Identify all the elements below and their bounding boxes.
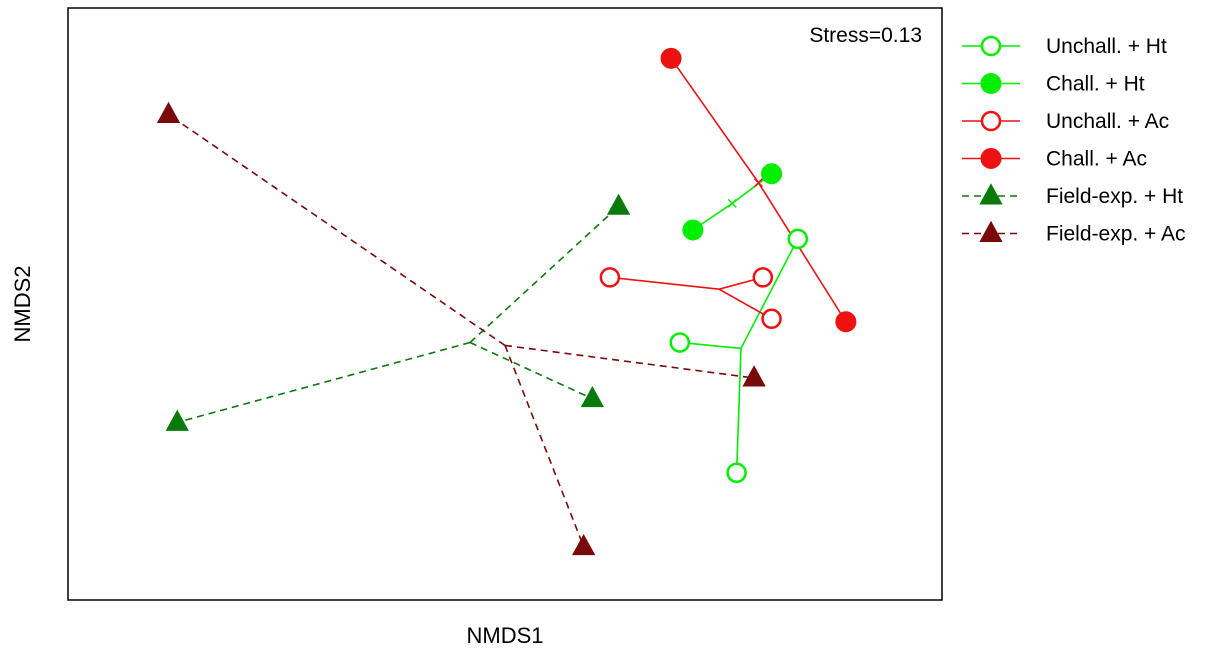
legend-label: Unchall. + Ac	[1046, 110, 1169, 133]
plot-frame	[67, 7, 943, 601]
series-field-exp-ac-points	[156, 101, 766, 556]
centroid-mark	[753, 178, 763, 188]
data-point	[761, 308, 782, 330]
data-point	[660, 47, 682, 69]
data-point	[156, 101, 181, 123]
legend-marker	[979, 183, 1003, 205]
data-point	[599, 267, 621, 288]
data-point	[669, 332, 691, 353]
data-point	[742, 365, 766, 387]
series-unchall-ht-points	[669, 228, 809, 483]
spider-segment	[504, 344, 755, 379]
x-axis-label: NMDS1	[466, 623, 543, 648]
legend-label: Unchall. + Ht	[1046, 35, 1167, 58]
legend-item-field-exp-ht: Field-exp. + Ht	[962, 183, 1183, 208]
centroid-mark	[727, 198, 737, 208]
data-point	[787, 228, 809, 250]
legend-marker	[980, 148, 1002, 169]
legend-label: Chall. + Ht	[1046, 73, 1145, 96]
series-unchall-ht-spider	[679, 238, 799, 473]
y-axis-label: NMDS2	[10, 265, 35, 342]
data-point	[726, 462, 747, 483]
series-chall-ht-points	[682, 163, 783, 241]
legend-item-unchall-ac: Unchall. + Ac	[962, 110, 1169, 133]
plot-marks	[156, 47, 857, 556]
spider-segment	[740, 238, 799, 349]
spider-segment	[670, 57, 760, 184]
legend-marker	[980, 110, 1002, 132]
legend-label: Chall. + Ac	[1046, 148, 1147, 171]
legend-label: Field-exp. + Ht	[1046, 185, 1183, 208]
spider-segment	[757, 182, 847, 323]
data-point	[835, 311, 857, 333]
data-point	[580, 385, 605, 408]
legend: Unchall. + Ht Chall. + Ht Unchall. + Ac Cha…	[962, 35, 1185, 246]
legend-marker	[979, 220, 1003, 242]
series-field-exp-ac-spider	[168, 113, 755, 548]
data-point	[682, 219, 704, 241]
spider-segment	[177, 341, 471, 424]
data-point	[761, 163, 783, 185]
legend-item-field-exp-ac: Field-exp. + Ac	[962, 220, 1185, 246]
stress-annotation: Stress=0.13	[809, 24, 922, 47]
data-point	[165, 409, 189, 431]
spider-segment	[609, 276, 720, 290]
legend-marker	[980, 73, 1002, 94]
spider-segment	[735, 348, 742, 473]
legend-label: Field-exp. + Ac	[1046, 223, 1185, 246]
series-unchall-ac-spider	[609, 276, 772, 320]
spider-segment	[504, 345, 585, 548]
series-field-exp-ht-points	[165, 193, 631, 431]
spider-segment	[469, 341, 593, 400]
series-chall-ac-points	[660, 47, 857, 333]
series-field-exp-ht-spider	[177, 205, 620, 424]
legend-item-chall-ht: Chall. + Ht	[962, 73, 1145, 96]
legend-item-chall-ac: Chall. + Ac	[962, 148, 1147, 171]
series-unchall-ac-points	[599, 267, 782, 330]
data-point	[572, 533, 596, 556]
spider-segment	[168, 113, 506, 347]
legend-marker	[980, 35, 1002, 57]
spider-segment	[469, 205, 620, 344]
data-point	[606, 193, 631, 215]
series-chall-ac-spider	[670, 57, 847, 323]
legend-item-unchall-ht: Unchall. + Ht	[962, 35, 1167, 58]
data-point	[752, 267, 774, 288]
